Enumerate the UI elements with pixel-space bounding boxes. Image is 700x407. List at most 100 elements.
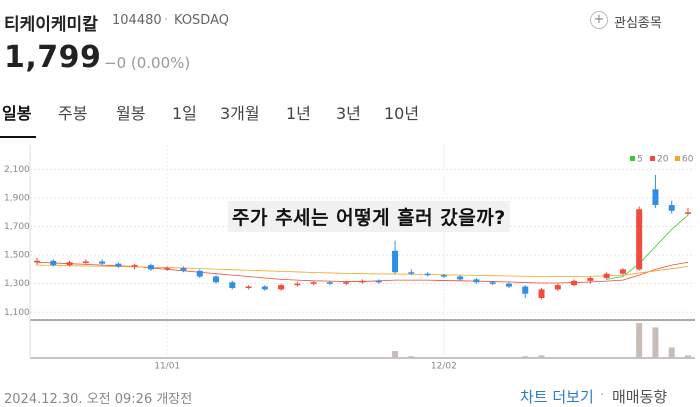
separator: · bbox=[600, 388, 605, 403]
candle-body bbox=[164, 267, 171, 270]
tab[interactable]: 주봉 bbox=[58, 104, 88, 123]
candle-body bbox=[326, 282, 333, 284]
tab[interactable]: 1일 bbox=[172, 104, 197, 123]
candle-body bbox=[685, 212, 691, 214]
candle-body bbox=[310, 282, 317, 284]
candle-body bbox=[571, 280, 578, 286]
volume-bar bbox=[326, 357, 333, 358]
candle-body bbox=[245, 286, 252, 289]
tab[interactable]: 3개월 bbox=[220, 104, 260, 123]
volume-bar bbox=[505, 357, 512, 358]
candle-body bbox=[668, 205, 675, 211]
y-tick-label: 1,300 bbox=[4, 279, 30, 289]
candle-body bbox=[343, 282, 350, 284]
tab[interactable]: 3년 bbox=[336, 104, 361, 123]
legend-label: 60 bbox=[682, 155, 694, 165]
moving-average-line bbox=[606, 214, 689, 280]
volume-bar bbox=[408, 356, 415, 358]
candle-body bbox=[375, 280, 382, 283]
favorite-button[interactable]: 관심종목 bbox=[614, 16, 662, 31]
y-tick-label: 1,500 bbox=[4, 251, 30, 261]
price: 1,799 bbox=[4, 40, 102, 75]
volume-bar bbox=[261, 357, 268, 358]
volume-bar bbox=[554, 357, 561, 358]
volume-bar bbox=[131, 357, 138, 358]
volume-bar bbox=[457, 357, 464, 358]
x-tick-label: 12/02 bbox=[431, 362, 457, 371]
candle-body bbox=[392, 250, 399, 273]
volume-bar bbox=[473, 357, 480, 358]
volume-bar bbox=[164, 357, 171, 358]
volume-bar bbox=[213, 357, 220, 358]
volume-bar bbox=[34, 357, 40, 358]
candle-body bbox=[278, 285, 285, 290]
candle-body bbox=[66, 262, 73, 266]
favorite-icon[interactable]: + bbox=[590, 11, 608, 29]
volume-bar bbox=[115, 357, 122, 358]
stock-code: 104480 bbox=[112, 13, 162, 28]
volume-bar bbox=[147, 357, 154, 358]
x-tick-label: 11/01 bbox=[154, 362, 180, 371]
candle-body bbox=[489, 282, 496, 284]
volume-bar bbox=[392, 351, 399, 358]
candle-body bbox=[538, 289, 545, 298]
y-tick-label: 2,100 bbox=[4, 165, 30, 175]
y-tick-label: 1,100 bbox=[4, 308, 30, 318]
legend-swatch bbox=[630, 156, 635, 161]
candle-body bbox=[652, 189, 659, 206]
volume-bar bbox=[619, 357, 626, 358]
candle-body bbox=[131, 265, 138, 267]
volume-bar bbox=[636, 323, 643, 358]
candle-body bbox=[603, 273, 610, 278]
candle-body bbox=[359, 280, 366, 283]
y-tick-label: 1,900 bbox=[4, 193, 30, 203]
trade-link[interactable]: 매매동향 bbox=[612, 388, 668, 406]
volume-bar bbox=[571, 357, 578, 358]
legend-label: 5 bbox=[637, 155, 643, 165]
candle-body bbox=[522, 286, 529, 294]
tab[interactable]: 월봉 bbox=[116, 104, 146, 123]
price-change: −0 (0.00%) bbox=[104, 54, 191, 72]
chart: 1,100 1,300 1,500 1,700 1,900 2,100 11/01 12/02… bbox=[4, 145, 695, 371]
candle-body bbox=[229, 282, 236, 288]
candle-body bbox=[294, 283, 301, 286]
candle-body bbox=[636, 209, 643, 270]
volume-bar bbox=[229, 357, 236, 358]
candle-body bbox=[115, 263, 122, 267]
volume-bar bbox=[343, 357, 350, 358]
volume-bar bbox=[82, 357, 89, 358]
volume-bar bbox=[440, 357, 447, 358]
candle-body bbox=[457, 276, 464, 280]
volume-bar bbox=[668, 347, 675, 358]
candle-body bbox=[99, 261, 106, 264]
tab[interactable]: 10년 bbox=[384, 104, 420, 123]
volume-bar bbox=[99, 357, 106, 358]
volume-bar bbox=[489, 357, 496, 358]
volume-bar bbox=[652, 327, 659, 358]
tab[interactable]: 일봉 bbox=[2, 104, 32, 123]
timestamp: 2024.12.30. 오전 09:26 개장전 bbox=[4, 392, 193, 407]
volume-bar bbox=[294, 357, 301, 358]
candle-body bbox=[587, 277, 594, 281]
candle-body bbox=[196, 270, 203, 277]
more-chart-link[interactable]: 차트 더보기 bbox=[520, 388, 594, 406]
tab-underline bbox=[0, 136, 36, 138]
volume-bar bbox=[66, 357, 73, 358]
y-tick-label: 1,700 bbox=[4, 222, 30, 232]
volume-bar bbox=[424, 357, 431, 358]
candle-body bbox=[50, 260, 57, 266]
candle-body bbox=[473, 279, 480, 283]
legend-swatch bbox=[650, 156, 655, 161]
candle-body bbox=[619, 269, 626, 274]
tab[interactable]: 1년 bbox=[286, 104, 311, 123]
volume-bar bbox=[538, 355, 545, 358]
volume-bar bbox=[196, 357, 203, 358]
candle-body bbox=[554, 285, 561, 290]
candle-body bbox=[440, 275, 447, 277]
volume-bar bbox=[278, 357, 285, 358]
candle-body bbox=[261, 286, 268, 290]
stock-name: 티케이케미칼 bbox=[4, 15, 98, 35]
candle-body bbox=[505, 283, 512, 287]
candle-body bbox=[213, 276, 220, 283]
